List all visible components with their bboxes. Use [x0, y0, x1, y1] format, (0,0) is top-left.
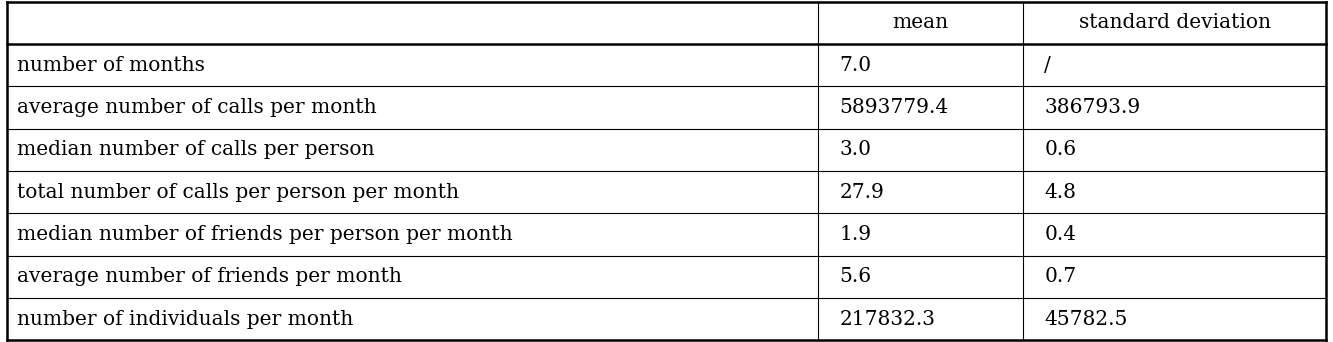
- Text: 5893779.4: 5893779.4: [840, 98, 949, 117]
- Text: average number of friends per month: average number of friends per month: [17, 267, 403, 286]
- Text: mean: mean: [893, 13, 949, 32]
- Text: 4.8: 4.8: [1044, 183, 1076, 202]
- Text: 5.6: 5.6: [840, 267, 872, 286]
- Text: number of individuals per month: number of individuals per month: [17, 310, 353, 329]
- Text: 0.7: 0.7: [1044, 267, 1076, 286]
- Text: standard deviation: standard deviation: [1078, 13, 1270, 32]
- Text: 386793.9: 386793.9: [1044, 98, 1141, 117]
- Text: total number of calls per person per month: total number of calls per person per mon…: [17, 183, 460, 202]
- Text: average number of calls per month: average number of calls per month: [17, 98, 377, 117]
- Text: 45782.5: 45782.5: [1044, 310, 1128, 329]
- Text: 0.4: 0.4: [1044, 225, 1076, 244]
- Text: 3.0: 3.0: [840, 140, 872, 159]
- Text: number of months: number of months: [17, 56, 205, 75]
- Text: 27.9: 27.9: [840, 183, 885, 202]
- Text: 0.6: 0.6: [1044, 140, 1076, 159]
- Text: 7.0: 7.0: [840, 56, 872, 75]
- Text: 1.9: 1.9: [840, 225, 872, 244]
- Text: 217832.3: 217832.3: [840, 310, 936, 329]
- Text: median number of friends per person per month: median number of friends per person per …: [17, 225, 513, 244]
- Text: median number of calls per person: median number of calls per person: [17, 140, 375, 159]
- Text: /: /: [1044, 56, 1050, 75]
